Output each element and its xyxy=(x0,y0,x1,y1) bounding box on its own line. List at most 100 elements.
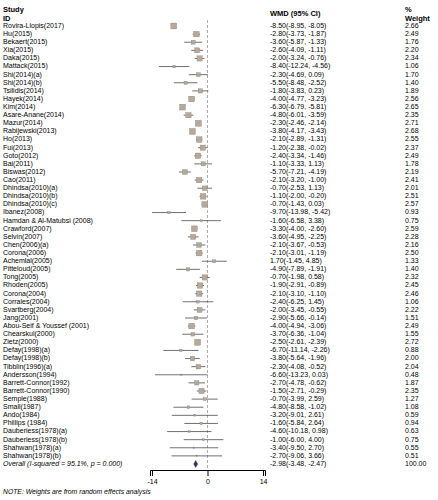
study-label: Hayek(2014) xyxy=(3,95,43,103)
weight-box xyxy=(196,250,202,256)
weight-label: 2.49 xyxy=(405,30,419,37)
study-label: Tsilidis(2014) xyxy=(3,87,44,95)
weight-label: 0.48 xyxy=(405,371,419,378)
weight-box xyxy=(197,307,202,312)
weight-box xyxy=(196,364,201,369)
study-label: Tong(2005) xyxy=(3,273,38,281)
study-label: Asare-Anane(2014) xyxy=(3,111,64,119)
wmd-label: -1.90(-2.91, -0.89) xyxy=(270,281,326,289)
weight-label: 1.40 xyxy=(405,79,419,86)
x-axis-line xyxy=(151,471,266,477)
weight-box xyxy=(200,422,202,424)
wmd-label: -6.70(-11.14, -2.26) xyxy=(270,346,330,354)
weight-box xyxy=(195,48,200,53)
weight-label: 2.16 xyxy=(405,241,419,248)
weight-box xyxy=(200,194,206,200)
ci-line xyxy=(183,301,214,302)
weight-box xyxy=(195,120,201,126)
x-tick: 0 xyxy=(206,470,210,485)
study-label: Shahwan(1978)(b) xyxy=(3,452,61,460)
column-header: StudyID xyxy=(3,4,25,22)
study-label: Pitteloud(2005) xyxy=(3,265,50,273)
wmd-label: -9.70(-13.98, -5.42) xyxy=(270,208,330,216)
weight-box xyxy=(197,243,202,248)
study-label: Corona(2006) xyxy=(3,249,46,257)
study-label: Mazur(2014) xyxy=(3,119,43,127)
study-label: Shi(2014)(b) xyxy=(3,79,42,87)
weight-box xyxy=(195,381,199,385)
weight-box xyxy=(190,356,195,361)
weight-box xyxy=(202,186,207,191)
study-label: Xia(2015) xyxy=(3,46,33,54)
weight-label: 0.59 xyxy=(405,411,419,418)
study-label: Chen(2006)(a) xyxy=(3,241,49,249)
wmd-label: -2.10(-3.20, -1.00) xyxy=(270,176,326,184)
study-label: Barrett-Connor(1992) xyxy=(3,379,70,387)
ci-line xyxy=(163,350,198,351)
wmd-label: -2.30(-4.69, 0.09) xyxy=(270,71,324,79)
wmd-label: -1.10(-2.00, -0.20) xyxy=(270,192,326,200)
weight-box xyxy=(180,104,186,110)
weight-box xyxy=(191,332,195,336)
weight-box xyxy=(202,202,208,208)
column-header: %Weight xyxy=(405,4,430,22)
study-label: Dhindsa(2010)(b) xyxy=(3,192,57,200)
weight-box xyxy=(198,89,202,93)
study-label: Dauberiess(1978)(b) xyxy=(3,436,67,444)
weight-box xyxy=(197,283,202,288)
weight-label: 2.66 xyxy=(405,22,419,29)
wmd-label: -3.60(-5.87, -1.33) xyxy=(270,38,326,46)
wmd-label: -6.60(-13.23, 0.03) xyxy=(270,371,328,379)
study-label: Shi(2014)(a) xyxy=(3,71,42,79)
x-tick: -14 xyxy=(147,470,157,485)
wmd-label: -2.10(-3.10, -1.10) xyxy=(270,290,326,298)
weight-label: 2.37 xyxy=(405,144,419,151)
overall-wmd-label: -2.98(-3.48, -2.47) xyxy=(270,460,326,468)
x-tick-label: 14 xyxy=(260,478,268,485)
study-label: Dhindsa(2010)(a) xyxy=(3,184,57,192)
study-label: Chearskul(2000) xyxy=(3,330,55,338)
weight-label: 2.72 xyxy=(405,338,419,345)
weight-box xyxy=(196,291,201,296)
weight-box xyxy=(182,170,187,175)
wmd-label: -1.80(-3.83, 0.23) xyxy=(270,87,324,95)
wmd-label: -2.00(-3.45, -0.55) xyxy=(270,306,326,314)
wmd-label: -8.40(-12.24, -4.56) xyxy=(270,62,330,70)
weight-box xyxy=(191,40,195,44)
study-label: Defay(1998)(a) xyxy=(3,346,50,354)
weight-label: 2.68 xyxy=(405,127,419,134)
weight-label: 2.45 xyxy=(405,281,419,288)
ci-line xyxy=(172,415,218,416)
wmd-label: -1.10(-3.33, 1.13) xyxy=(270,160,324,168)
wmd-label: -4.00(-4.94, -3.06) xyxy=(270,322,326,330)
study-label: Shahwan(1978)(a) xyxy=(3,444,61,452)
weight-box xyxy=(203,439,205,441)
weight-label: 1.70 xyxy=(405,71,419,78)
study-label: Kim(2014) xyxy=(3,103,35,111)
weight-label: 2.50 xyxy=(405,249,419,256)
wmd-label: -5.50(-8.48, -2.52) xyxy=(270,79,326,87)
weight-label: 2.41 xyxy=(405,176,419,183)
note: NOTE: Weights are from random effects an… xyxy=(3,488,151,496)
weight-box xyxy=(195,339,201,345)
study-label: Semple(1988) xyxy=(3,395,47,403)
wmd-label: -8.50(-8.95, -8.05) xyxy=(270,22,326,30)
study-label: Dauberiess(1978)(a) xyxy=(3,427,67,435)
study-label: Small(1987) xyxy=(3,403,41,411)
wmd-label: -2.70(-4.78, -0.62) xyxy=(270,379,326,387)
study-label: Achemlal(2005) xyxy=(3,257,52,265)
ci-line xyxy=(152,212,186,213)
weight-label: 1.76 xyxy=(405,38,419,45)
forest-plot: StudyIDWMD (95% CI)%WeightRovira-Llopis(… xyxy=(0,0,438,500)
weight-box xyxy=(194,414,196,416)
study-label: Hamdan & Al-Matubsi (2008) xyxy=(3,217,93,225)
weight-box xyxy=(196,73,200,77)
study-label: Fui(2013) xyxy=(3,144,33,152)
wmd-label: -1.50(-2.71, -0.29) xyxy=(270,387,326,395)
study-label: Zietz(2000) xyxy=(3,338,38,346)
x-tick-label: -14 xyxy=(147,478,157,485)
weight-label: 1.06 xyxy=(405,62,419,69)
study-label: Svartberg(2004) xyxy=(3,306,54,314)
weight-label: 1.27 xyxy=(405,395,419,402)
weight-label: 1.55 xyxy=(405,330,419,337)
